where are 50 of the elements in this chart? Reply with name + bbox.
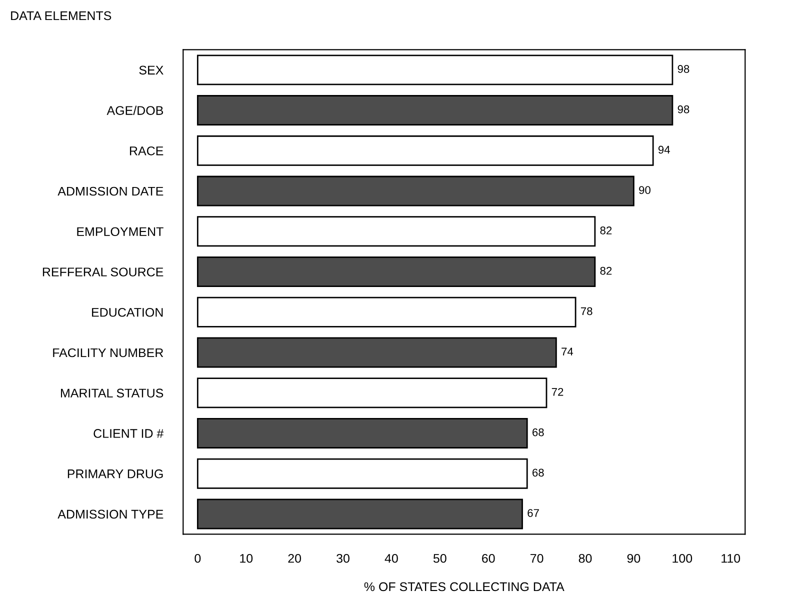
data-label: 82 (600, 226, 612, 234)
bar (196, 256, 596, 287)
x-tick-label: 60 (482, 554, 495, 563)
y-tick-label: REFFERAL SOURCE (42, 268, 164, 276)
x-tick-label: 40 (384, 554, 398, 563)
x-tick-label: 70 (530, 554, 544, 563)
x-tick-label: 110 (722, 554, 740, 563)
data-label: 78 (580, 307, 592, 316)
data-label: 72 (552, 388, 564, 396)
y-tick-label: AGE/DOB (106, 106, 164, 115)
bar (196, 95, 674, 126)
y-tick-label: CLIENT ID # (94, 429, 164, 438)
data-label: 98 (678, 105, 690, 114)
bar (196, 216, 596, 247)
x-tick-label: 0 (194, 554, 201, 563)
data-label: 90 (639, 186, 650, 194)
bar (196, 458, 528, 489)
y-tick-label: EMPLOYMENT (77, 227, 164, 236)
y-tick-label: SEX (139, 66, 164, 75)
data-label: 98 (678, 65, 690, 73)
x-tick-label: 100 (672, 554, 692, 563)
y-tick-label: RACE (130, 146, 164, 156)
x-tick-label: 90 (627, 554, 640, 563)
y-tick-label: PRIMARY DRUG (68, 469, 163, 478)
bar (196, 378, 548, 408)
bar (196, 296, 576, 328)
data-label: 94 (658, 146, 670, 154)
data-label: 74 (562, 348, 574, 356)
y-tick-label: ADMISSION DATE (58, 186, 164, 196)
data-label: 82 (600, 266, 612, 275)
bar (196, 135, 654, 166)
y-tick-label: ADMISSION TYPE (58, 510, 164, 519)
bar (196, 337, 557, 368)
bar (196, 54, 674, 86)
x-tick-label: 20 (288, 554, 302, 563)
data-label: 67 (528, 509, 539, 517)
data-label: 68 (532, 428, 544, 436)
bar (196, 498, 523, 530)
x-tick-label: 80 (578, 554, 592, 563)
x-tick-label: 30 (336, 554, 350, 563)
y-tick-label: EDUCATION (92, 308, 163, 317)
x-axis-title: % OF STATES COLLECTING DATA (364, 582, 564, 592)
x-tick-label: 50 (433, 554, 446, 563)
bar (196, 418, 528, 448)
y-axis-title: DATA ELEMENTS (11, 11, 112, 20)
y-tick-label: MARITAL STATUS (60, 388, 164, 398)
bar (196, 176, 634, 206)
data-label: 68 (532, 468, 544, 477)
x-tick-label: 10 (240, 554, 253, 563)
y-tick-label: FACILITY NUMBER (53, 348, 164, 358)
